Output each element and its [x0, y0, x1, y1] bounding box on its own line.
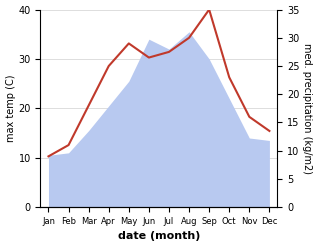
X-axis label: date (month): date (month) — [118, 231, 200, 242]
Y-axis label: max temp (C): max temp (C) — [5, 75, 16, 142]
Y-axis label: med. precipitation (kg/m2): med. precipitation (kg/m2) — [302, 43, 313, 174]
